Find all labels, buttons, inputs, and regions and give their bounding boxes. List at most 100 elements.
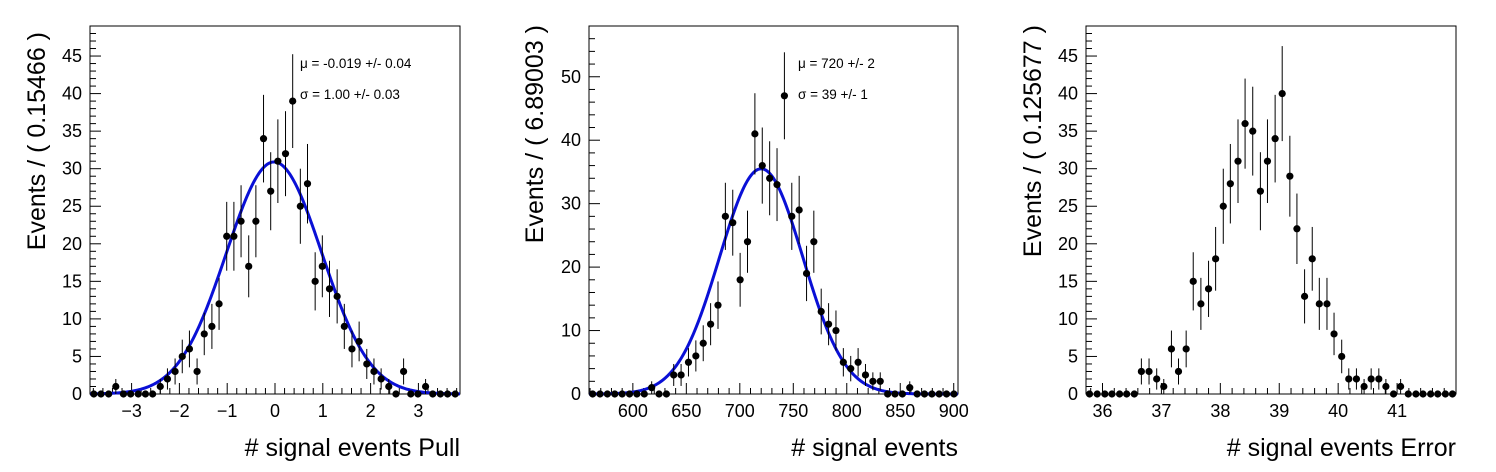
fit-curve-signal [588, 167, 958, 396]
data-point [237, 217, 245, 225]
data-point [1375, 375, 1383, 383]
data-point [119, 390, 128, 398]
x-tick-label: 0 [270, 401, 280, 421]
data-point [252, 217, 260, 225]
y-tick-label: 35 [1058, 121, 1078, 141]
data-point [1212, 255, 1220, 263]
data-point [898, 390, 906, 398]
y-tick-label: 10 [62, 309, 82, 329]
data-point [736, 276, 744, 284]
data-point [421, 382, 430, 391]
data-point [758, 161, 766, 170]
data-point [1412, 390, 1420, 398]
data-point [281, 150, 290, 158]
data-point [325, 285, 334, 293]
data-point [1130, 390, 1138, 398]
data-point [1278, 89, 1286, 98]
data-point [1308, 255, 1316, 263]
data-point [729, 219, 737, 227]
data-point [1345, 375, 1353, 383]
x-axis-title-pull: # signal events Pull [245, 434, 460, 462]
data-point [414, 390, 422, 398]
data-point [1189, 277, 1197, 285]
data-point [274, 157, 282, 165]
data-point [1323, 300, 1331, 308]
x-tick-label: −3 [121, 401, 142, 421]
data-point [876, 377, 884, 385]
chart-panel-error: Events / ( 0.125677 ) # signal events Er… [1019, 25, 1457, 462]
x-tick-label: 37 [1151, 401, 1171, 421]
chart-panel-signal-events: Events / ( 6.89003 ) # signal events μ =… [521, 25, 969, 462]
x-tick-label: −2 [169, 401, 190, 421]
y-tick-label: 30 [62, 159, 82, 179]
data-point [847, 365, 855, 373]
fit-curve-pull [89, 160, 461, 396]
x-tick-label: 36 [1092, 401, 1112, 421]
data-point [640, 390, 648, 398]
data-point [677, 371, 685, 379]
data-point [363, 360, 371, 368]
y-tick-label: 0 [571, 384, 581, 404]
data-point [230, 232, 238, 240]
data-point [589, 390, 597, 398]
data-point [648, 384, 656, 392]
data-point [200, 330, 208, 338]
y-tick-label: 30 [1058, 159, 1078, 179]
data-point [1360, 382, 1368, 391]
x-tick-label: 700 [725, 401, 755, 421]
data-point [318, 262, 326, 270]
data-point [611, 390, 619, 398]
data-point [1263, 157, 1272, 165]
plot-frame-signal [588, 25, 959, 395]
x-tick-label: 1 [318, 401, 328, 421]
data-point [1427, 390, 1435, 398]
data-point [1338, 352, 1346, 361]
annotation-sigma-signal: σ = 39 +/- 1 [798, 87, 868, 102]
data-point [906, 384, 914, 392]
data-point [193, 367, 201, 376]
data-point [618, 390, 626, 398]
x-tick-label: 39 [1269, 401, 1289, 421]
data-point [141, 390, 150, 398]
data-point [766, 174, 774, 182]
data-point [810, 238, 818, 246]
x-tick-label: 800 [832, 401, 862, 421]
x-tick-label: 40 [1328, 401, 1348, 421]
data-point [913, 390, 921, 398]
y-tick-label: 40 [561, 130, 581, 150]
data-point [1241, 120, 1249, 128]
y-axis-title-pull: Events / ( 0.15466 ) [23, 32, 51, 250]
data-point [1286, 172, 1294, 180]
data-point [399, 367, 408, 376]
data-point [259, 135, 268, 143]
data-point [1397, 382, 1405, 391]
data-point [171, 367, 179, 376]
data-point [1101, 390, 1109, 398]
data-point [156, 382, 164, 391]
data-point [596, 390, 604, 398]
data-point [340, 322, 348, 331]
x-tick-label: 900 [939, 401, 969, 421]
data-point [1271, 135, 1279, 143]
data-point [429, 390, 437, 398]
data-point [854, 358, 862, 366]
data-point [105, 390, 113, 398]
data-point [662, 390, 671, 398]
x-tick-label: 38 [1210, 401, 1230, 421]
data-point [795, 206, 803, 214]
x-tick-label: 650 [671, 401, 701, 421]
data-point [773, 181, 781, 189]
data-point [942, 390, 951, 398]
data-point [625, 390, 634, 398]
data-point [1249, 127, 1257, 135]
data-point [178, 352, 186, 361]
data-point [1293, 225, 1301, 233]
data-point [392, 390, 400, 398]
data-point [928, 390, 936, 398]
data-point [692, 352, 700, 360]
data-point [134, 390, 142, 398]
y-tick-label: 25 [1058, 196, 1078, 216]
data-point [443, 390, 452, 398]
data-point [633, 390, 641, 398]
